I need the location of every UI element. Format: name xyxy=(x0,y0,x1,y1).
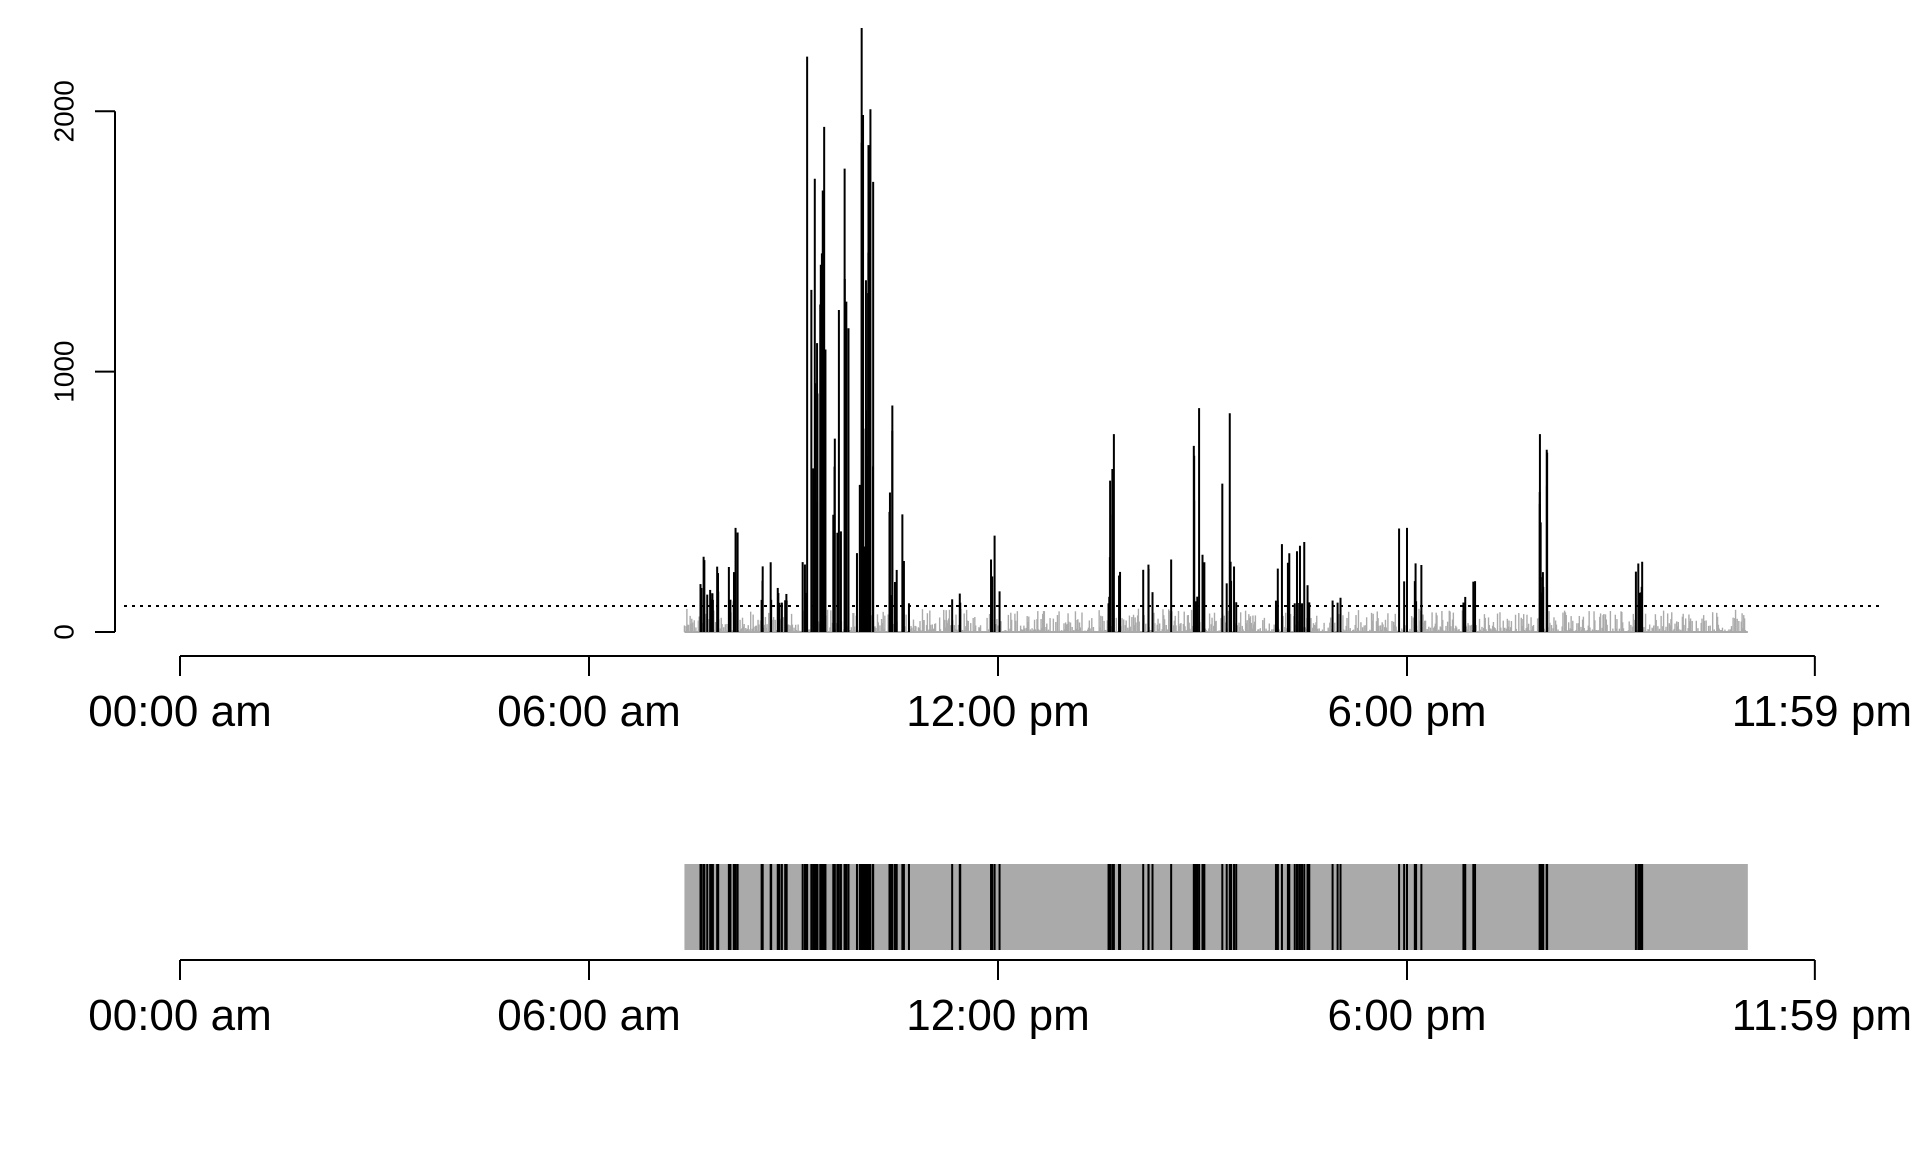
x-tick-label: 6:00 pm xyxy=(1328,687,1487,736)
x-tick-label: 00:00 am xyxy=(88,687,271,736)
x-axis-top: 00:00 am 06:00 am 12:00 pm 6:00 pm 11:59 pm xyxy=(88,655,1912,736)
x-tick-label: 11:59 pm xyxy=(1732,991,1912,1040)
y-tick-label: 1000 xyxy=(48,341,79,403)
y-axis: 0 1000 2000 xyxy=(48,80,116,640)
x-axis-bottom: 00:00 am 06:00 am 12:00 pm 6:00 pm 11:59 pm xyxy=(88,959,1912,1040)
x-tick-label: 06:00 am xyxy=(497,991,680,1040)
x-tick-label: 12:00 pm xyxy=(906,687,1089,736)
x-tick-label: 00:00 am xyxy=(88,991,271,1040)
activity-strip-panel: 00:00 am 06:00 am 12:00 pm 6:00 pm 11:59 pm xyxy=(88,864,1912,1040)
x-tick-label: 11:59 pm xyxy=(1732,687,1912,736)
y-tick-label: 0 xyxy=(48,624,79,640)
x-tick-label: 12:00 pm xyxy=(906,991,1089,1040)
active-bars xyxy=(699,28,1644,632)
activity-bar-panel: 0 1000 2000 00:00 am 06:00 am 12:00 pm 6:00 p… xyxy=(48,28,1912,736)
active-stripes xyxy=(699,864,1644,950)
x-tick-label: 6:00 pm xyxy=(1328,991,1487,1040)
y-tick-label: 2000 xyxy=(48,80,79,142)
x-tick-label: 06:00 am xyxy=(497,687,680,736)
